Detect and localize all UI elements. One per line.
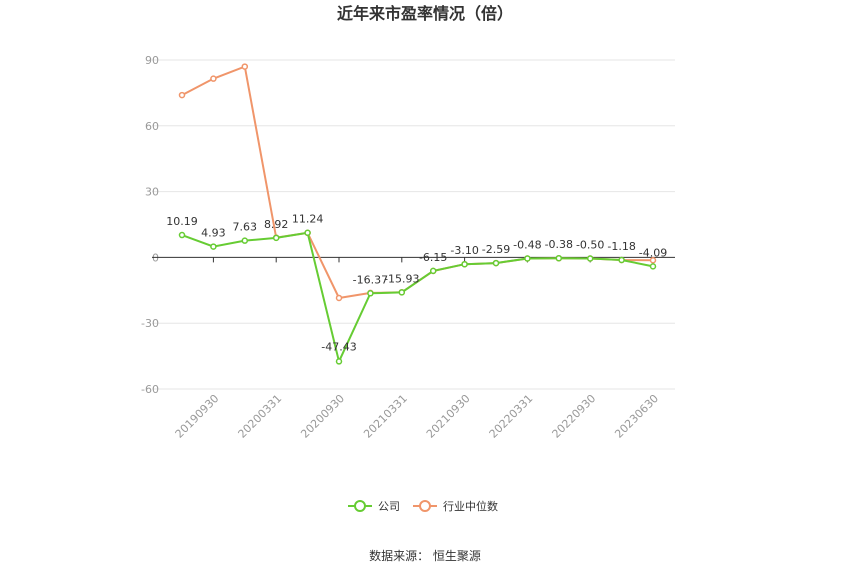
legend-marker-company bbox=[354, 500, 366, 512]
data-point-industry-median[interactable] bbox=[178, 91, 186, 99]
data-point-company[interactable] bbox=[649, 263, 657, 270]
x-tick-label: 20210930 bbox=[424, 392, 473, 441]
data-label: -15.93 bbox=[384, 272, 419, 285]
data-point-industry-median[interactable] bbox=[335, 294, 343, 302]
series-layer bbox=[178, 63, 657, 365]
data-label: -0.50 bbox=[576, 238, 604, 251]
data-point-company[interactable] bbox=[367, 290, 374, 297]
data-label-layer: 10.194.93 7.63 8.92 11.24 -47.43 -16.37-15.93… bbox=[166, 213, 667, 354]
data-point-company[interactable] bbox=[178, 231, 186, 239]
data-label: -0.38 bbox=[545, 238, 573, 251]
data-label: -0.48 bbox=[513, 238, 541, 251]
x-tick-label: 20200331 bbox=[236, 392, 285, 441]
data-point-company[interactable] bbox=[429, 267, 437, 275]
data-point-company[interactable] bbox=[461, 260, 468, 268]
data-label: -1.18 bbox=[607, 240, 635, 253]
grid-layer bbox=[152, 59, 675, 390]
data-point-company[interactable] bbox=[524, 255, 531, 262]
x-tick-label: 20230630 bbox=[612, 392, 661, 441]
x-tick-label: 20220331 bbox=[487, 392, 536, 441]
legend-item-industry-median[interactable]: 行业中位数 bbox=[413, 499, 498, 513]
data-point-company[interactable] bbox=[272, 234, 280, 242]
data-label: -4.09 bbox=[639, 246, 667, 259]
data-point-company[interactable] bbox=[335, 358, 343, 365]
data-point-company[interactable] bbox=[398, 289, 406, 296]
data-point-company[interactable] bbox=[555, 254, 563, 262]
data-label: -3.10 bbox=[450, 244, 478, 257]
data-point-company[interactable] bbox=[304, 229, 311, 236]
x-tick-label: 20220930 bbox=[550, 392, 599, 441]
x-tick-label: 20200930 bbox=[298, 392, 347, 441]
y-tick-label: -60 bbox=[141, 383, 159, 396]
data-label: 4.93 bbox=[201, 227, 226, 240]
source-note: 数据来源： 恒生聚源 bbox=[369, 548, 481, 563]
data-label: -2.59 bbox=[482, 243, 510, 256]
legend-label-industry-median: 行业中位数 bbox=[443, 499, 498, 513]
y-tick-label: 90 bbox=[145, 54, 159, 67]
y-tick-label: 30 bbox=[145, 186, 159, 199]
series-line-industry-median bbox=[181, 65, 654, 300]
data-point-industry-median[interactable] bbox=[241, 63, 249, 70]
data-label: 8.92 bbox=[264, 218, 289, 231]
data-label: 10.19 bbox=[166, 215, 198, 228]
data-point-company[interactable] bbox=[210, 243, 217, 250]
data-point-company[interactable] bbox=[492, 259, 500, 267]
x-tick-label: 20210331 bbox=[361, 392, 410, 441]
data-point-company[interactable] bbox=[586, 255, 594, 262]
data-point-industry-median[interactable] bbox=[210, 75, 217, 82]
y-tick-label: 60 bbox=[145, 120, 159, 133]
series-line-company bbox=[181, 231, 654, 365]
legend-marker-industry-median bbox=[419, 500, 431, 512]
data-label: -6.15 bbox=[419, 251, 447, 264]
data-point-company[interactable] bbox=[618, 256, 625, 264]
data-label: 7.63 bbox=[233, 221, 258, 234]
chart-title: 近年来市盈率情况（倍） bbox=[337, 4, 513, 23]
data-point-company[interactable] bbox=[241, 237, 249, 244]
x-tick-label: 20190930 bbox=[173, 392, 222, 441]
data-label: -47.43 bbox=[321, 340, 356, 353]
data-point-industry-median[interactable] bbox=[649, 257, 657, 264]
data-label: 11.24 bbox=[292, 213, 324, 226]
data-label: -16.37 bbox=[353, 273, 388, 286]
legend-item-company[interactable]: 公司 bbox=[348, 500, 400, 513]
y-tick-label: -30 bbox=[141, 317, 159, 330]
legend-label-company: 公司 bbox=[378, 500, 400, 513]
legend: 公司 行业中位数 bbox=[348, 499, 498, 513]
